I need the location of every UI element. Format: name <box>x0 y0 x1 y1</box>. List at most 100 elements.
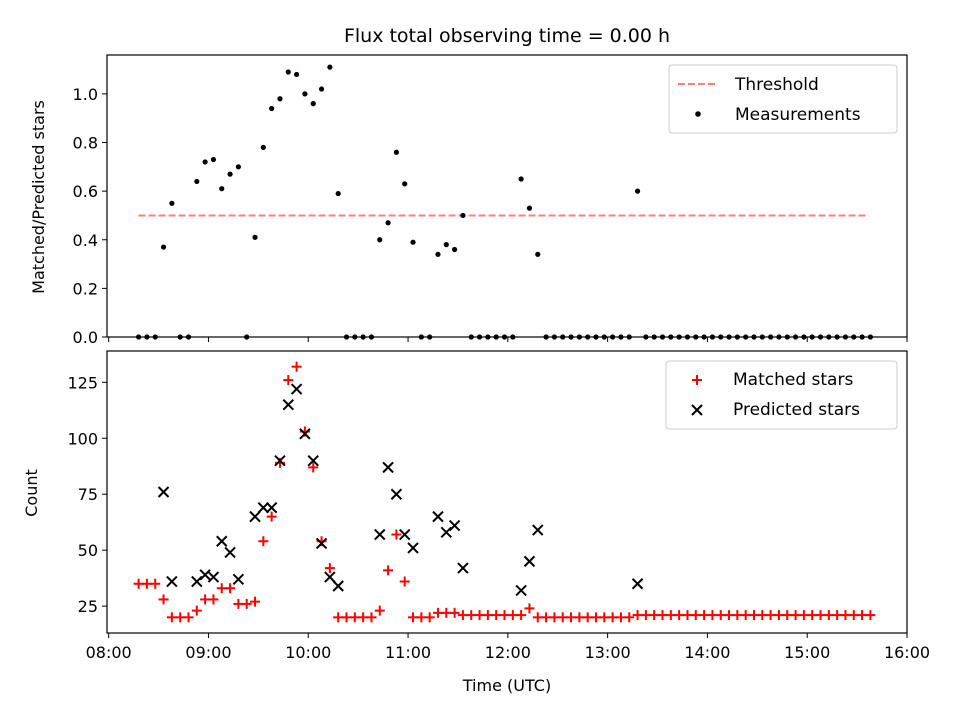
predicted-star-point-b <box>631 578 644 590</box>
measurement-point <box>452 246 458 253</box>
x-tick-label: 16:00 <box>884 643 930 662</box>
measurement-point <box>335 190 341 197</box>
measurement-point <box>343 334 350 340</box>
predicted-star-point <box>432 510 444 523</box>
measurement-point <box>260 144 266 150</box>
predicted-star-point <box>232 573 245 585</box>
measurement-point <box>501 334 508 340</box>
matched-star-point <box>150 578 161 589</box>
predicted-star-point-b <box>166 575 178 588</box>
predicted-star-point-b <box>390 488 403 500</box>
measurement-point <box>360 334 366 340</box>
matched-star-point <box>374 605 385 616</box>
predicted-star-point <box>157 486 170 498</box>
x-tick-label: 09:00 <box>185 643 231 662</box>
predicted-star-point-b <box>440 526 453 538</box>
top-y-axis-label: Matched/Predicted stars <box>29 100 48 294</box>
predicted-star-point <box>457 562 469 574</box>
top-y-tick-label: 0.8 <box>73 134 98 153</box>
measurement-point <box>169 200 175 206</box>
measurement-point <box>718 334 724 340</box>
measurement-point <box>668 334 674 340</box>
predicted-star-point-b <box>249 510 261 523</box>
predicted-star-point-b <box>299 428 311 440</box>
measurement-point <box>235 164 241 170</box>
x-tick-label: 11:00 <box>385 643 431 662</box>
measurement-point <box>809 334 815 340</box>
predicted-star-point-b <box>407 542 419 554</box>
measurement-point <box>227 171 233 177</box>
measurements-legend-label: Measurements <box>735 105 861 125</box>
matched-star-point <box>258 536 269 547</box>
measurement-point <box>160 244 167 250</box>
top-y-tick-label: 0.0 <box>73 328 98 347</box>
bottom-y-tick-label: 125 <box>67 373 98 392</box>
predicted-legend-marker <box>691 404 703 416</box>
measurement-point <box>327 64 333 70</box>
measurement-point <box>269 105 275 112</box>
measurement-point <box>643 334 649 340</box>
predicted-star-point <box>166 575 178 588</box>
matched-star-point <box>424 612 435 623</box>
measurements-legend-swatch <box>695 111 701 117</box>
predicted-star-point <box>257 501 270 514</box>
bottom-y-tick-label: 50 <box>78 541 98 560</box>
predicted-legend-swatch <box>691 404 703 416</box>
predicted-star-point <box>631 578 644 590</box>
measurement-point <box>693 334 699 340</box>
predicted-star-point-b <box>157 486 170 498</box>
predicted-star-point-b <box>191 575 203 588</box>
measurement-point <box>585 334 591 340</box>
measurement-point <box>751 334 757 340</box>
matched-star-point <box>524 603 535 614</box>
predicted-star-point-b <box>307 454 319 467</box>
predicted-star-point-b <box>199 569 211 581</box>
predicted-star-point-b <box>515 584 527 597</box>
measurement-point <box>427 334 433 340</box>
measurement-point <box>377 237 383 243</box>
predicted-star-point-b <box>216 535 228 547</box>
matched-star-point <box>366 612 377 623</box>
matched-star-point <box>865 610 876 621</box>
measurement-point <box>834 334 840 340</box>
measurement-point <box>626 334 632 340</box>
top-y-tick-label: 0.6 <box>73 182 98 201</box>
matched-star-point <box>158 594 169 605</box>
predicted-star-point-b <box>374 528 386 541</box>
measurement-point <box>726 334 732 340</box>
bottom-plot-frame <box>106 350 908 634</box>
measurement-point <box>842 334 849 340</box>
measurement-point <box>244 334 250 340</box>
predicted-star-point-b <box>257 501 270 514</box>
predicted-star-point-b <box>332 580 344 592</box>
measurement-point <box>177 334 183 340</box>
matched-star-point <box>241 598 252 609</box>
measurement-point <box>676 334 682 340</box>
predicted-star-point <box>224 546 236 559</box>
bottom-y-tick-label: 100 <box>67 429 98 448</box>
measurement-point <box>485 334 491 340</box>
predicted-star-point <box>374 528 386 541</box>
measurement-point <box>593 334 599 340</box>
top-y-tick-label: 1.0 <box>73 85 98 104</box>
measurement-point <box>701 334 707 340</box>
x-tick-label: 14:00 <box>684 643 730 662</box>
matched-legend-swatch <box>692 375 702 385</box>
measurement-point <box>385 220 391 226</box>
predicted-star-point <box>382 461 394 474</box>
predicted-star-point-b <box>382 461 394 474</box>
predicted-star-point <box>216 535 228 547</box>
measurement-point <box>285 69 291 75</box>
measurement-point <box>618 334 624 340</box>
measurement-point <box>826 334 832 340</box>
measurement-point <box>601 334 607 340</box>
measurement-point <box>152 334 158 340</box>
x-tick-label: 10:00 <box>285 643 331 662</box>
measurement-point <box>560 334 566 340</box>
measurement-point <box>568 334 574 340</box>
predicted-star-point-b <box>523 555 536 568</box>
x-tick-label: 08:00 <box>86 643 132 662</box>
measurement-point <box>535 251 541 257</box>
measurement-point <box>743 334 749 340</box>
matched-star-point <box>291 361 302 372</box>
